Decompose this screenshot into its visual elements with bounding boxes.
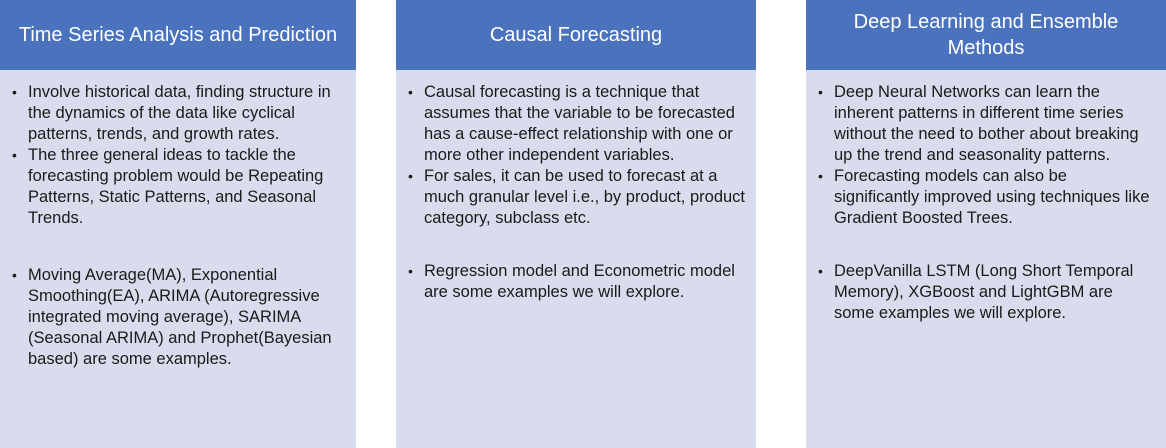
- bullet-icon: •: [818, 263, 823, 279]
- bullet-text: DeepVanilla LSTM (Long Short Temporal Me…: [834, 262, 1134, 322]
- bullet-text: Forecasting models can also be significa…: [834, 167, 1150, 227]
- bullet-text: Involve historical data, finding structu…: [28, 83, 331, 143]
- list-item: • Regression model and Econometric model …: [406, 261, 746, 303]
- card-causal-forecasting: Causal Forecasting • Causal forecasting i…: [396, 0, 756, 448]
- bullet-text: Deep Neural Networks can learn the inher…: [834, 83, 1139, 164]
- bullet-icon: •: [12, 267, 17, 283]
- card-deep-learning: Deep Learning and Ensemble Methods • Deep…: [806, 0, 1166, 448]
- card-title: Time Series Analysis and Prediction: [0, 0, 356, 70]
- card-body: • Causal forecasting is a technique that …: [396, 70, 756, 303]
- list-item: • The three general ideas to tackle the f…: [10, 145, 350, 229]
- bullet-icon: •: [408, 263, 413, 279]
- list-item: • Involve historical data, finding struct…: [10, 82, 350, 145]
- list-item: • DeepVanilla LSTM (Long Short Temporal M…: [816, 261, 1156, 324]
- list-item: • Forecasting models can also be signific…: [816, 166, 1156, 229]
- card-title: Deep Learning and Ensemble Methods: [806, 0, 1166, 70]
- list-item: • Moving Average(MA), Exponential Smoothi…: [10, 265, 350, 370]
- bullet-list: • Involve historical data, finding struct…: [10, 82, 350, 370]
- list-item: • For sales, it can be used to forecast a…: [406, 166, 746, 229]
- bullet-text: The three general ideas to tackle the fo…: [28, 146, 324, 227]
- bullet-icon: •: [12, 147, 17, 163]
- card-body: • Involve historical data, finding struct…: [0, 70, 356, 370]
- card-time-series: Time Series Analysis and Prediction • Inv…: [0, 0, 356, 448]
- card-body: • Deep Neural Networks can learn the inhe…: [806, 70, 1166, 324]
- bullet-icon: •: [408, 168, 413, 184]
- bullet-icon: •: [12, 84, 17, 100]
- bullet-text: Causal forecasting is a technique that a…: [424, 83, 735, 164]
- list-item: • Deep Neural Networks can learn the inhe…: [816, 82, 1156, 166]
- list-item: • Causal forecasting is a technique that …: [406, 82, 746, 166]
- bullet-icon: •: [818, 168, 823, 184]
- card-title: Causal Forecasting: [396, 0, 756, 70]
- bullet-list: • Causal forecasting is a technique that …: [406, 82, 746, 303]
- bullet-text: Regression model and Econometric model a…: [424, 262, 735, 301]
- bullet-text: Moving Average(MA), Exponential Smoothin…: [28, 266, 332, 368]
- bullet-list: • Deep Neural Networks can learn the inhe…: [816, 82, 1156, 324]
- bullet-text: For sales, it can be used to forecast at…: [424, 167, 746, 227]
- bullet-icon: •: [408, 84, 413, 100]
- bullet-icon: •: [818, 84, 823, 100]
